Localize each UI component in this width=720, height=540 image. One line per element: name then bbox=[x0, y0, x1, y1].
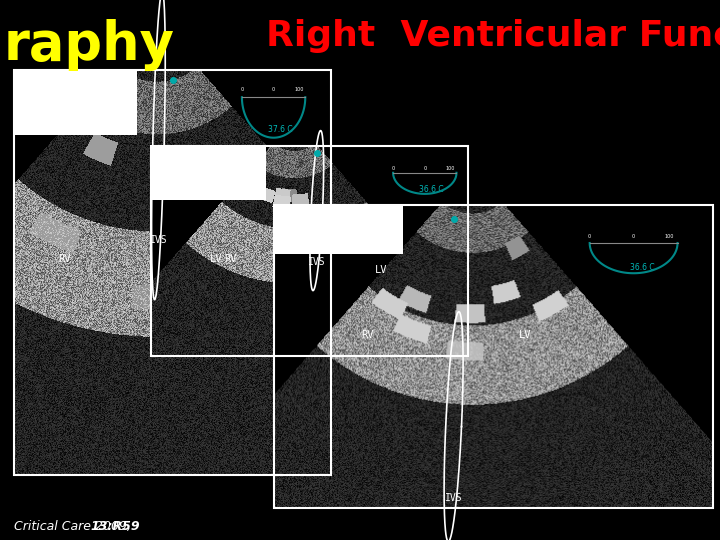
Text: 36.6 C: 36.6 C bbox=[630, 262, 654, 272]
Text: RV: RV bbox=[224, 254, 237, 264]
Text: 36.6 C: 36.6 C bbox=[419, 185, 444, 194]
Bar bbox=[151, 146, 266, 200]
Text: 0: 0 bbox=[588, 234, 591, 239]
Text: 37.6 C: 37.6 C bbox=[268, 125, 292, 134]
Bar bbox=[274, 205, 713, 508]
Text: 13:R59: 13:R59 bbox=[90, 520, 140, 533]
Text: 0: 0 bbox=[632, 234, 635, 239]
Text: Right  Ventricular Function: Right Ventricular Function bbox=[266, 19, 720, 53]
Bar bbox=[274, 205, 403, 254]
Text: raphy: raphy bbox=[4, 19, 174, 71]
Text: 0: 0 bbox=[240, 87, 243, 92]
Text: IVS: IVS bbox=[445, 493, 462, 503]
Text: LV: LV bbox=[375, 265, 388, 275]
Text: Critical Care 2009,: Critical Care 2009, bbox=[14, 520, 135, 533]
Text: LV: LV bbox=[519, 330, 532, 340]
Text: IVS: IVS bbox=[150, 235, 167, 245]
Text: 100: 100 bbox=[446, 166, 455, 171]
Text: LV: LV bbox=[210, 254, 222, 264]
Text: 0: 0 bbox=[272, 87, 275, 92]
Text: 0: 0 bbox=[423, 166, 426, 171]
Text: IVS: IVS bbox=[308, 257, 325, 267]
Text: 100: 100 bbox=[294, 87, 304, 92]
Bar bbox=[14, 70, 331, 475]
Text: 0: 0 bbox=[392, 166, 395, 171]
Text: RV: RV bbox=[58, 254, 71, 264]
Bar bbox=[151, 146, 468, 356]
Text: 100: 100 bbox=[664, 234, 673, 239]
Bar bbox=[14, 70, 137, 135]
Text: RV: RV bbox=[361, 330, 374, 340]
